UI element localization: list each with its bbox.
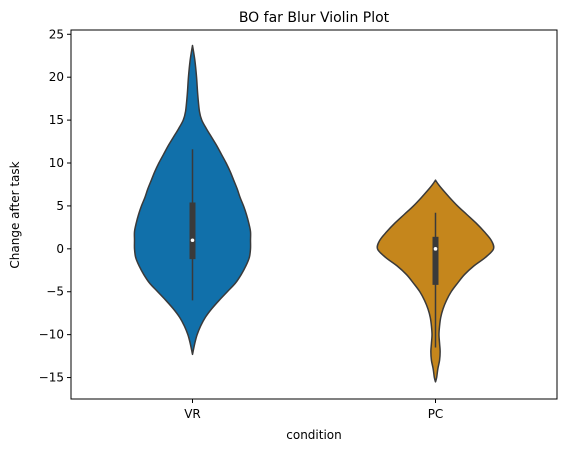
- y-tick-label: 10: [49, 156, 64, 170]
- violin-median-point: [433, 247, 438, 251]
- violin-median-point: [190, 238, 195, 243]
- y-axis-label: Change after task: [8, 161, 22, 268]
- violin-pc: [376, 179, 495, 383]
- y-tick-label: 5: [56, 199, 64, 213]
- y-tick-label: −15: [39, 371, 64, 385]
- x-tick-label: VR: [184, 407, 201, 421]
- plot-frame: [70, 29, 558, 400]
- x-axis: VR PC: [184, 399, 443, 421]
- y-tick-label: −5: [46, 285, 64, 299]
- y-tick-label: 25: [49, 27, 64, 41]
- x-tick-label: PC: [428, 407, 444, 421]
- violin-iqr-box: [432, 236, 439, 285]
- y-axis: −15 −10 −5 0 5 10 15 20 25: [39, 27, 71, 385]
- violin-vr: [133, 44, 252, 356]
- y-tick-label: 20: [49, 70, 64, 84]
- y-tick-label: −10: [39, 328, 64, 342]
- y-tick-label: 15: [49, 113, 64, 127]
- x-axis-label: condition: [286, 428, 341, 442]
- violins-group: [133, 44, 495, 383]
- violin-iqr-box: [189, 202, 196, 260]
- y-tick-label: 0: [56, 242, 64, 256]
- chart-title: BO far Blur Violin Plot: [239, 10, 390, 26]
